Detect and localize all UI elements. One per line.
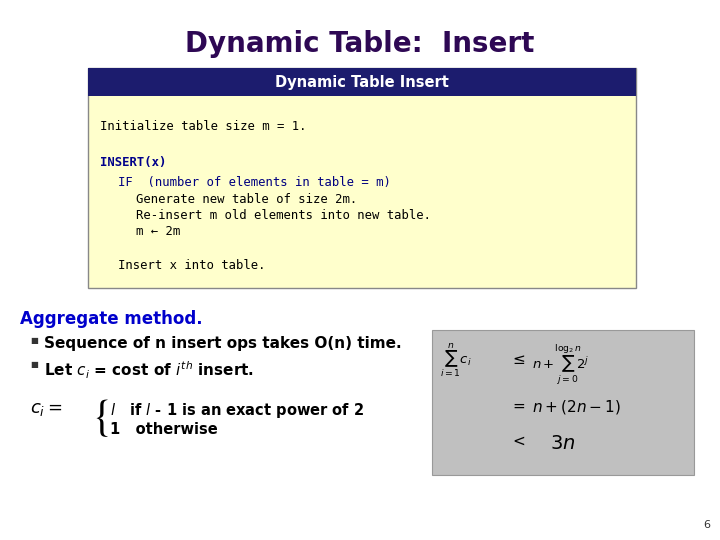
- Text: Dynamic Table Insert: Dynamic Table Insert: [275, 75, 449, 90]
- Text: $n+(2n-1)$: $n+(2n-1)$: [532, 398, 621, 416]
- FancyBboxPatch shape: [88, 68, 636, 288]
- Text: Re-insert m old elements into new table.: Re-insert m old elements into new table.: [136, 209, 431, 222]
- Text: $n+\!\sum_{j=0}^{\log_2 n}\!\!2^j$: $n+\!\sum_{j=0}^{\log_2 n}\!\!2^j$: [532, 342, 589, 386]
- FancyBboxPatch shape: [432, 330, 694, 475]
- Text: Initialize table size m = 1.: Initialize table size m = 1.: [100, 120, 307, 133]
- Text: 6: 6: [703, 520, 710, 530]
- Text: Sequence of n insert ops takes O(n) time.: Sequence of n insert ops takes O(n) time…: [44, 336, 402, 351]
- Text: ■: ■: [30, 336, 38, 345]
- Text: $<$: $<$: [510, 434, 526, 449]
- Text: Insert x into table.: Insert x into table.: [118, 259, 266, 272]
- Text: $3n$: $3n$: [550, 434, 575, 453]
- Text: $l$   if $l$ - 1 is an exact power of 2: $l$ if $l$ - 1 is an exact power of 2: [110, 401, 364, 420]
- Text: Generate new table of size 2m.: Generate new table of size 2m.: [136, 193, 357, 206]
- Text: Aggregate method.: Aggregate method.: [20, 310, 202, 328]
- FancyBboxPatch shape: [88, 68, 636, 96]
- Text: ■: ■: [30, 360, 38, 369]
- Text: 1   otherwise: 1 otherwise: [110, 422, 217, 437]
- Text: $\sum_{i=1}^{n} c_i$: $\sum_{i=1}^{n} c_i$: [440, 342, 472, 380]
- Text: m ← 2m: m ← 2m: [136, 225, 180, 238]
- Text: $c_i =$: $c_i =$: [30, 400, 63, 418]
- Text: $\leq$: $\leq$: [510, 352, 526, 367]
- Text: $=$: $=$: [510, 398, 526, 413]
- Text: Let $c_i$ = cost of $i^{th}$ insert.: Let $c_i$ = cost of $i^{th}$ insert.: [44, 360, 254, 381]
- Text: INSERT(x): INSERT(x): [100, 156, 166, 169]
- Text: IF  (number of elements in table = m): IF (number of elements in table = m): [118, 176, 391, 189]
- Text: Dynamic Table:  Insert: Dynamic Table: Insert: [185, 30, 535, 58]
- Text: {: {: [92, 399, 113, 437]
